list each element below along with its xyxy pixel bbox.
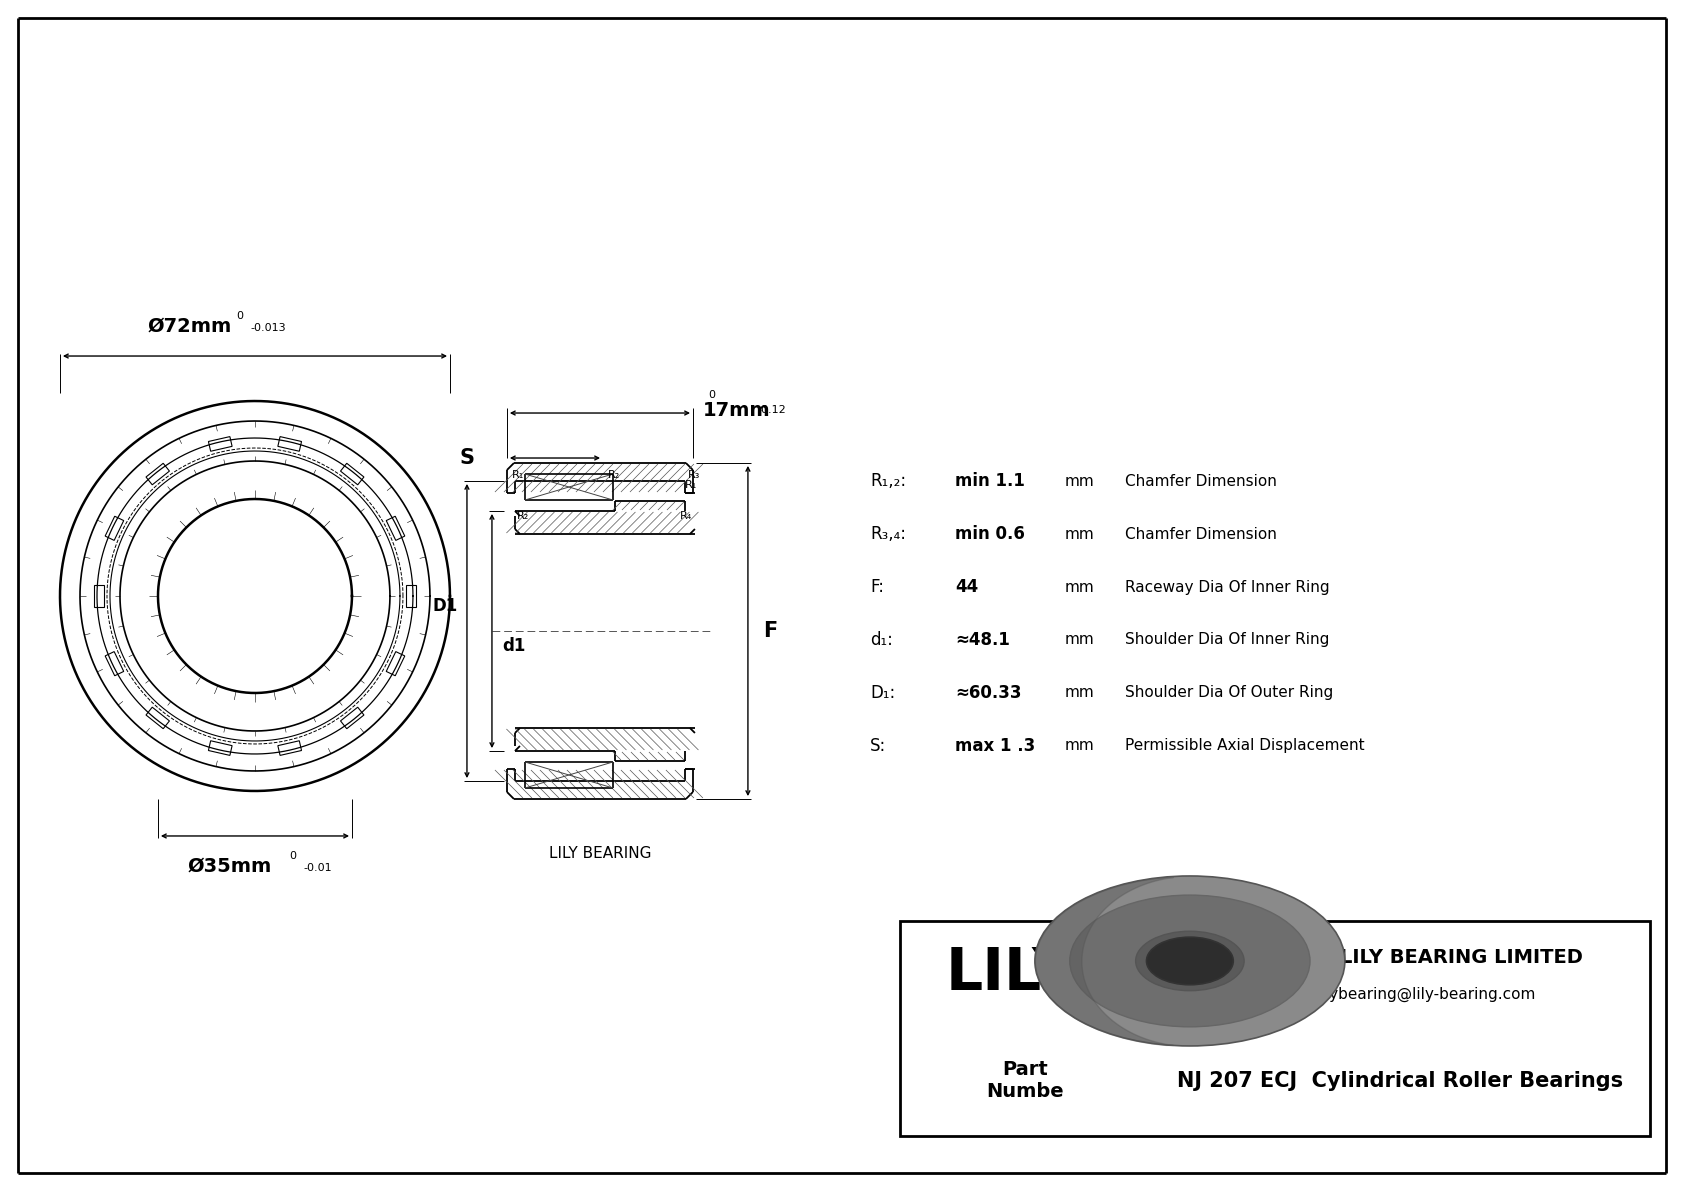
Text: ≈60.33: ≈60.33 bbox=[955, 684, 1022, 701]
Text: -0.01: -0.01 bbox=[303, 863, 332, 873]
Text: mm: mm bbox=[1064, 526, 1095, 542]
Text: mm: mm bbox=[1064, 580, 1095, 594]
Bar bbox=[386, 516, 404, 541]
Bar bbox=[278, 741, 301, 755]
Text: R₁: R₁ bbox=[512, 470, 524, 480]
Ellipse shape bbox=[1135, 931, 1244, 991]
Text: R₁: R₁ bbox=[685, 480, 697, 490]
Text: Email: lilybearing@lily-bearing.com: Email: lilybearing@lily-bearing.com bbox=[1265, 987, 1536, 1002]
Bar bbox=[340, 707, 364, 729]
Text: R₃: R₃ bbox=[689, 470, 701, 480]
Text: mm: mm bbox=[1064, 632, 1095, 648]
Text: Ø72mm: Ø72mm bbox=[148, 317, 232, 336]
Bar bbox=[209, 437, 232, 451]
Text: Ø35mm: Ø35mm bbox=[189, 856, 273, 875]
Text: F: F bbox=[763, 621, 778, 641]
Text: S:: S: bbox=[871, 737, 886, 755]
Text: ®: ® bbox=[1063, 939, 1083, 958]
Text: R₄: R₄ bbox=[680, 511, 692, 520]
Text: max 1 .3: max 1 .3 bbox=[955, 737, 1036, 755]
Bar bbox=[209, 741, 232, 755]
Polygon shape bbox=[1147, 961, 1233, 1025]
Bar bbox=[899, 921, 1650, 1136]
Text: D1: D1 bbox=[433, 597, 458, 615]
Bar bbox=[104, 516, 123, 541]
Ellipse shape bbox=[1069, 896, 1310, 1027]
Text: SHANGHAI LILY BEARING LIMITED: SHANGHAI LILY BEARING LIMITED bbox=[1218, 948, 1583, 967]
Text: D₁:: D₁: bbox=[871, 684, 896, 701]
Bar bbox=[278, 437, 301, 451]
Text: LILY BEARING: LILY BEARING bbox=[549, 847, 652, 861]
Text: Shoulder Dia Of Outer Ring: Shoulder Dia Of Outer Ring bbox=[1125, 686, 1334, 700]
Bar bbox=[104, 651, 123, 675]
Text: mm: mm bbox=[1064, 474, 1095, 488]
Text: 0: 0 bbox=[290, 852, 296, 861]
Text: LILY: LILY bbox=[945, 944, 1074, 1002]
Text: 0: 0 bbox=[236, 311, 244, 322]
Text: -0.013: -0.013 bbox=[249, 323, 286, 333]
Text: mm: mm bbox=[1064, 738, 1095, 754]
Text: R₂: R₂ bbox=[517, 511, 529, 520]
Text: 0: 0 bbox=[707, 389, 716, 400]
Text: d1: d1 bbox=[502, 637, 525, 655]
Text: 17mm: 17mm bbox=[702, 400, 771, 419]
Text: -0.12: -0.12 bbox=[758, 405, 786, 414]
Text: Permissible Axial Displacement: Permissible Axial Displacement bbox=[1125, 738, 1364, 754]
Text: Raceway Dia Of Inner Ring: Raceway Dia Of Inner Ring bbox=[1125, 580, 1329, 594]
Text: R₃,₄:: R₃,₄: bbox=[871, 525, 906, 543]
Text: Chamfer Dimension: Chamfer Dimension bbox=[1125, 474, 1276, 488]
Ellipse shape bbox=[1036, 875, 1346, 1046]
Text: 44: 44 bbox=[955, 578, 978, 596]
Ellipse shape bbox=[1147, 937, 1233, 985]
Text: min 0.6: min 0.6 bbox=[955, 525, 1026, 543]
Bar bbox=[147, 707, 170, 729]
Text: Part
Numbe: Part Numbe bbox=[987, 1060, 1064, 1102]
Text: ≈48.1: ≈48.1 bbox=[955, 631, 1010, 649]
Text: R₁,₂:: R₁,₂: bbox=[871, 472, 906, 490]
Bar bbox=[386, 651, 404, 675]
Ellipse shape bbox=[1036, 941, 1346, 1111]
Bar bbox=[147, 463, 170, 485]
Text: d₁:: d₁: bbox=[871, 631, 893, 649]
Polygon shape bbox=[1036, 961, 1346, 1025]
Bar bbox=[406, 585, 416, 607]
Text: S: S bbox=[460, 448, 475, 468]
Text: R₂: R₂ bbox=[608, 470, 620, 480]
Bar bbox=[340, 463, 364, 485]
Text: mm: mm bbox=[1064, 686, 1095, 700]
Text: NJ 207 ECJ  Cylindrical Roller Bearings: NJ 207 ECJ Cylindrical Roller Bearings bbox=[1177, 1071, 1623, 1091]
Text: min 1.1: min 1.1 bbox=[955, 472, 1026, 490]
Bar bbox=[94, 585, 104, 607]
Text: F:: F: bbox=[871, 578, 884, 596]
Text: Shoulder Dia Of Inner Ring: Shoulder Dia Of Inner Ring bbox=[1125, 632, 1329, 648]
Text: Chamfer Dimension: Chamfer Dimension bbox=[1125, 526, 1276, 542]
